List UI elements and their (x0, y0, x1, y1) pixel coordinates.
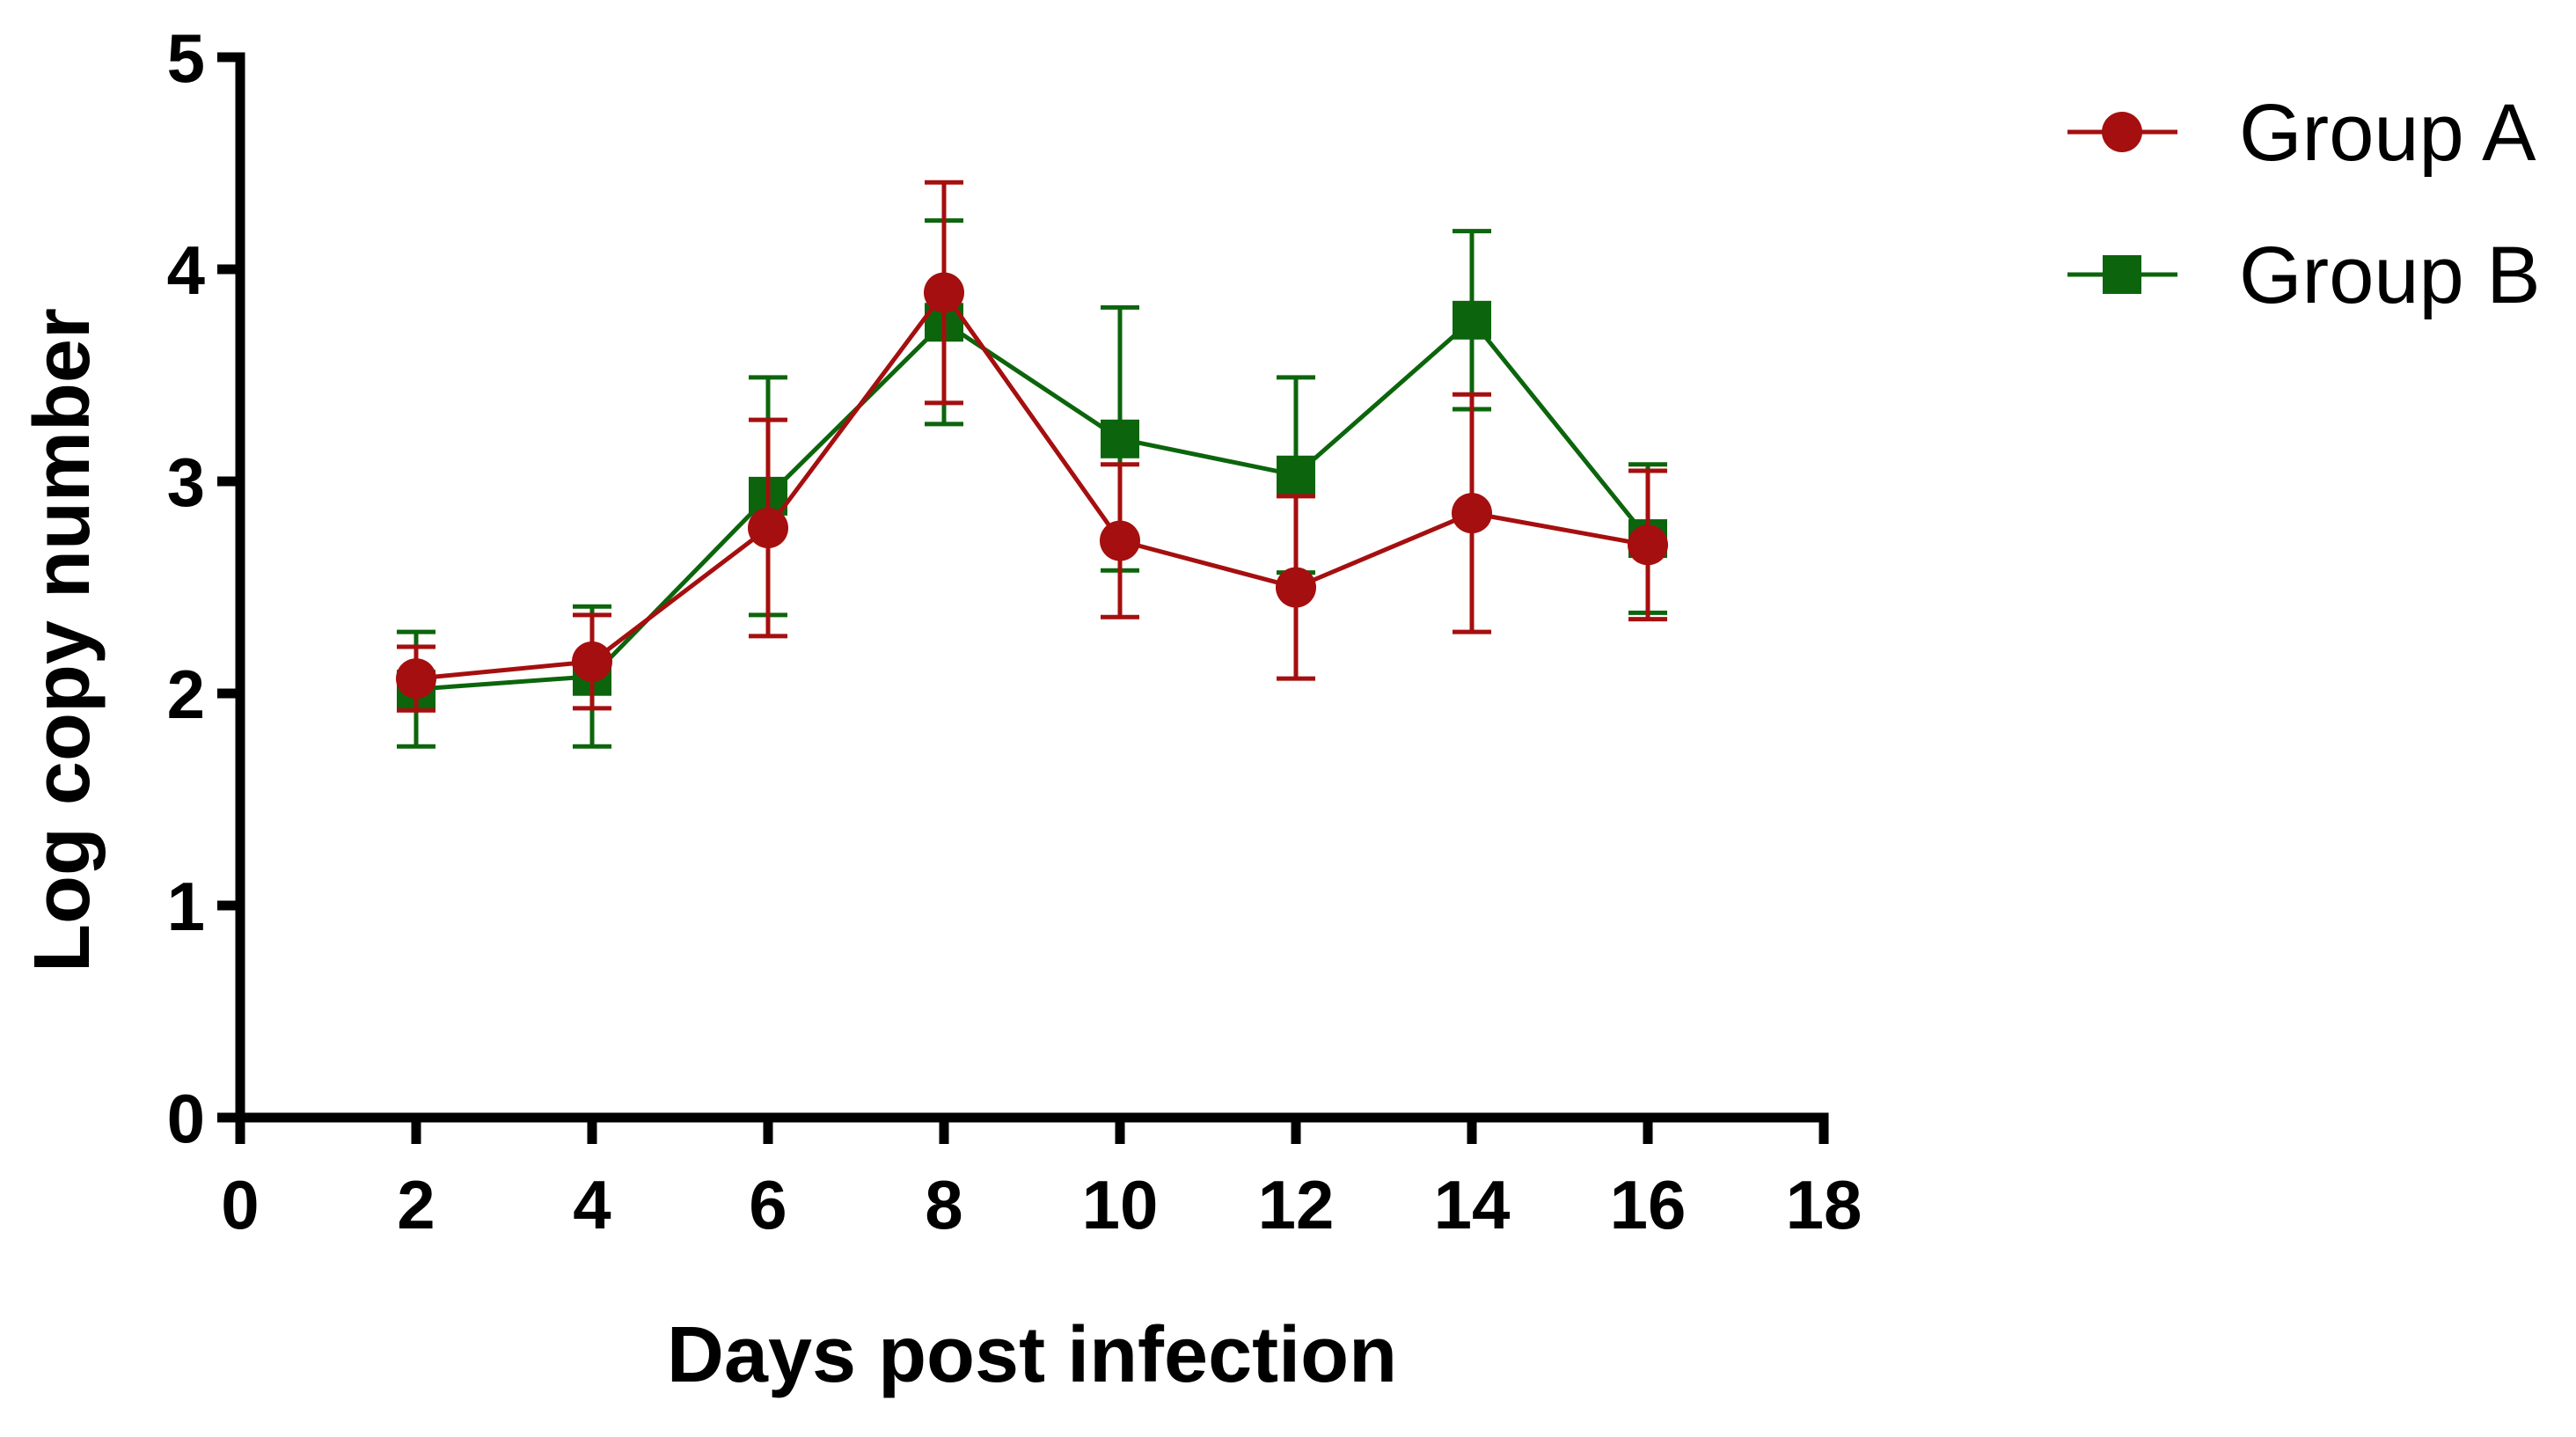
legend-item-group-a: Group A (2067, 88, 2536, 178)
x-tick-label: 6 (749, 1166, 787, 1243)
y-tick-label: 2 (167, 656, 205, 733)
series-line (415, 317, 1650, 692)
x-tick-label: 14 (1434, 1166, 1511, 1243)
data-point (1100, 520, 1140, 561)
x-tick-label: 16 (1610, 1166, 1687, 1243)
y-tick-label: 4 (167, 231, 205, 309)
y-tick-label: 0 (167, 1080, 205, 1157)
x-tick-label: 0 (221, 1166, 259, 1243)
legend-item-group-b: Group B (2067, 231, 2541, 320)
y-tick-label: 1 (167, 868, 205, 945)
plot-marks (396, 180, 1668, 749)
series-line (415, 289, 1649, 681)
x-tick-label: 12 (1258, 1166, 1335, 1243)
data-point (1277, 455, 1315, 495)
data-point (396, 658, 436, 700)
legend-label: Group B (2239, 231, 2541, 320)
x-tick-label: 2 (397, 1166, 435, 1243)
data-point (1276, 567, 1316, 608)
data-point (1453, 300, 1491, 340)
y-tick-label: 5 (167, 19, 205, 97)
data-point (924, 272, 964, 313)
series-group-a (396, 180, 1668, 713)
data-point (1452, 493, 1492, 534)
x-tick-label: 10 (1082, 1166, 1159, 1243)
x-axis-title: Days post infection (667, 1311, 1397, 1399)
data-point (1101, 419, 1139, 458)
x-tick-label: 18 (1786, 1166, 1862, 1243)
data-point (748, 508, 788, 549)
legend-label: Group A (2239, 88, 2536, 178)
data-point (572, 641, 612, 682)
legend-marker (2102, 112, 2142, 152)
x-tick-label: 8 (925, 1166, 962, 1243)
legend-marker (2103, 255, 2141, 294)
y-axis-title: Log copy number (18, 308, 106, 972)
data-point (1628, 524, 1668, 566)
y-tick-label: 3 (167, 444, 205, 521)
legend: Group A Group B (2067, 88, 2541, 320)
x-tick-label: 4 (573, 1166, 611, 1243)
